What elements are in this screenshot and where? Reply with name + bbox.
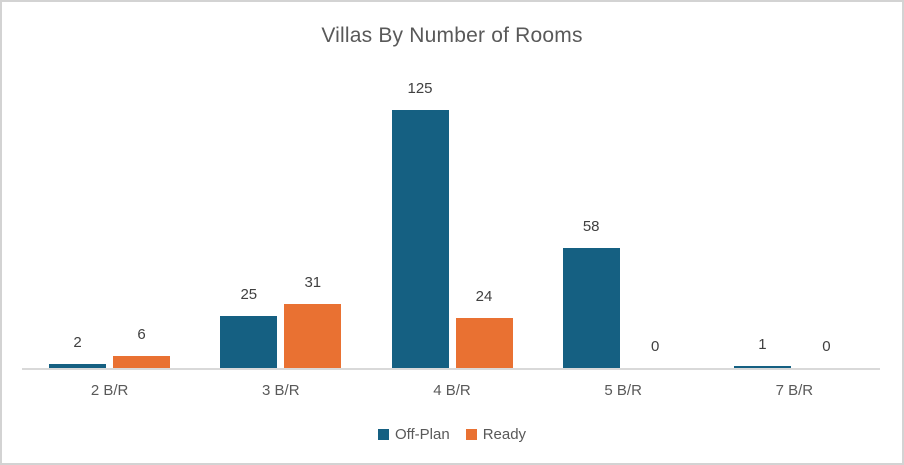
x-axis-label-7-b-r: 7 B/R bbox=[775, 382, 814, 399]
x-axis-label-4-b-r: 4 B/R bbox=[433, 382, 471, 399]
value-label-off-plan-3-b-r: 25 bbox=[240, 286, 258, 304]
value-label-ready-3-b-r: 31 bbox=[304, 274, 322, 292]
value-label-ready-4-b-r: 24 bbox=[475, 288, 493, 306]
bar-off-plan-4-b-r[interactable] bbox=[391, 110, 449, 368]
bar-off-plan-2-b-r[interactable] bbox=[49, 363, 107, 368]
bar-ready-2-b-r[interactable] bbox=[113, 355, 171, 368]
bar-ready-3-b-r[interactable] bbox=[284, 304, 342, 368]
x-axis-label-2-b-r: 2 B/R bbox=[90, 382, 129, 399]
legend: Off-Plan Ready bbox=[2, 426, 902, 443]
value-label-ready-5-b-r: 0 bbox=[651, 338, 660, 355]
value-label-off-plan-7-b-r: 1 bbox=[758, 335, 767, 353]
value-label-off-plan-4-b-r: 125 bbox=[407, 80, 433, 97]
legend-swatch-ready bbox=[465, 429, 477, 440]
legend-label-ready: Ready bbox=[482, 426, 527, 443]
legend-label-off-plan: Off-Plan bbox=[394, 426, 450, 443]
x-axis-label-3-b-r: 3 B/R bbox=[262, 382, 300, 399]
value-label-off-plan-5-b-r: 58 bbox=[582, 218, 600, 236]
value-label-ready-2-b-r: 6 bbox=[137, 325, 146, 343]
bar-off-plan-7-b-r[interactable] bbox=[733, 365, 791, 368]
x-axis-label-5-b-r: 5 B/R bbox=[604, 382, 642, 399]
bar-ready-4-b-r[interactable] bbox=[455, 318, 513, 368]
chart-title: Villas By Number of Rooms bbox=[321, 24, 583, 47]
legend-item-off-plan[interactable]: Off-Plan bbox=[377, 426, 450, 443]
bar-off-plan-5-b-r[interactable] bbox=[562, 248, 620, 368]
x-axis-line bbox=[22, 368, 880, 370]
bar-off-plan-3-b-r[interactable] bbox=[220, 316, 278, 368]
value-label-ready-7-b-r: 0 bbox=[822, 338, 831, 355]
legend-item-ready[interactable]: Ready bbox=[465, 426, 527, 443]
value-label-off-plan-2-b-r: 2 bbox=[73, 333, 82, 351]
legend-swatch-off-plan bbox=[377, 429, 389, 440]
